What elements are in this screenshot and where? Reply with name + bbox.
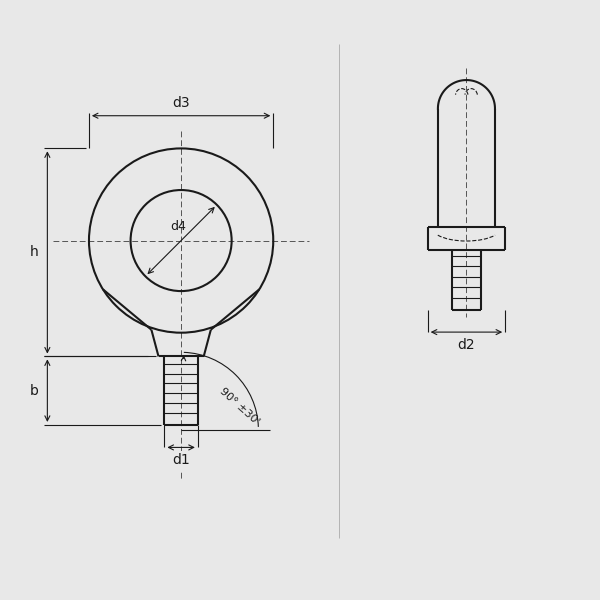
Text: 90° ±30': 90° ±30': [218, 386, 262, 427]
Text: d3: d3: [172, 95, 190, 110]
Text: d1: d1: [172, 454, 190, 467]
Text: b: b: [30, 383, 39, 398]
Text: h: h: [30, 245, 38, 259]
Text: d4: d4: [170, 220, 186, 233]
Text: d2: d2: [458, 338, 475, 352]
